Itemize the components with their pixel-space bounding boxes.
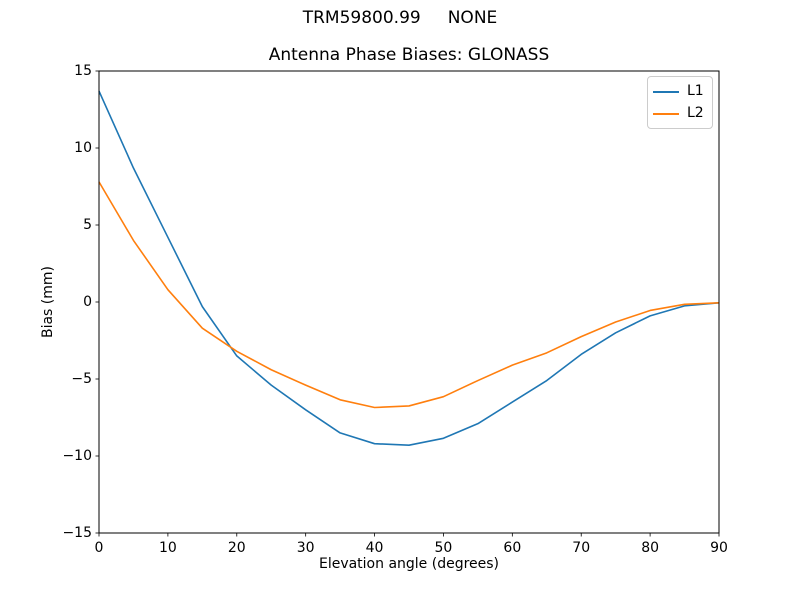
legend-label: L1 [687,83,704,99]
series-line-l2 [98,181,720,409]
y-tick-label: 10 [74,140,92,156]
axes-title: Antenna Phase Biases: GLONASS [268,45,550,65]
series-line-l1 [98,90,720,447]
axes-frame [98,70,720,534]
x-tick-label: 20 [227,540,246,556]
x-tick-label: 30 [296,540,315,556]
x-tick-label: 50 [434,540,453,556]
x-tick-label: 10 [158,540,177,556]
figure-suptitle: TRM59800.99 NONE [302,8,498,28]
legend-entry-l1: L1 [653,82,706,101]
y-tick-label: 15 [74,63,92,79]
y-tick-label: −10 [62,448,92,464]
x-tick-label: 40 [365,540,384,556]
y-tick-label: 0 [83,294,92,310]
legend-line-swatch [653,90,679,93]
legend-line-swatch [653,112,679,115]
legend-entry-l2: L2 [653,104,706,123]
x-tick-label: 0 [94,540,104,556]
legend: L1 L2 [647,76,713,129]
x-tick-label: 80 [641,540,660,556]
y-tick-label: −15 [62,525,92,541]
x-tick-label: 60 [503,540,522,556]
y-tick-label: −5 [71,371,92,387]
x-axis-label: Elevation angle (degrees) [318,556,500,572]
legend-label: L2 [687,105,704,121]
x-tick-label: 90 [710,540,728,556]
x-tick-label: 70 [572,540,591,556]
y-tick-label: 5 [83,217,92,233]
